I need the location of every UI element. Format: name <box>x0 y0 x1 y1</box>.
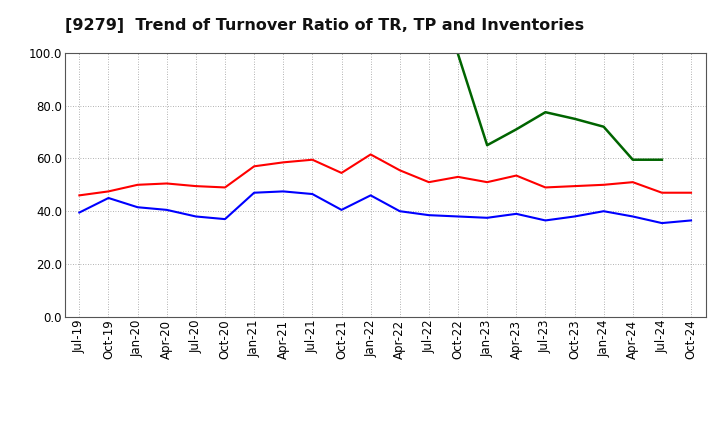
Trade Receivables <box>220 185 229 190</box>
Trade Receivables <box>395 168 404 173</box>
Inventories <box>657 157 666 162</box>
Trade Payables <box>395 209 404 214</box>
Trade Receivables <box>629 180 637 185</box>
Trade Receivables <box>308 157 317 162</box>
Trade Payables <box>629 214 637 219</box>
Line: Trade Receivables: Trade Receivables <box>79 154 691 195</box>
Inventories <box>454 51 462 57</box>
Trade Payables <box>220 216 229 222</box>
Trade Payables <box>366 193 375 198</box>
Trade Payables <box>337 207 346 213</box>
Trade Receivables <box>454 174 462 180</box>
Trade Payables <box>308 191 317 197</box>
Inventories <box>512 127 521 132</box>
Trade Payables <box>687 218 696 223</box>
Trade Receivables <box>133 182 142 187</box>
Line: Inventories: Inventories <box>458 54 662 160</box>
Trade Receivables <box>512 173 521 178</box>
Text: [9279]  Trend of Turnover Ratio of TR, TP and Inventories: [9279] Trend of Turnover Ratio of TR, TP… <box>65 18 584 33</box>
Trade Payables <box>483 215 492 220</box>
Trade Payables <box>192 214 200 219</box>
Trade Payables <box>133 205 142 210</box>
Trade Payables <box>657 220 666 226</box>
Trade Receivables <box>599 182 608 187</box>
Trade Receivables <box>570 183 579 189</box>
Trade Payables <box>570 214 579 219</box>
Trade Receivables <box>279 160 287 165</box>
Trade Receivables <box>104 189 113 194</box>
Inventories <box>541 110 550 115</box>
Trade Payables <box>104 195 113 201</box>
Trade Receivables <box>192 183 200 189</box>
Trade Payables <box>425 213 433 218</box>
Inventories <box>629 157 637 162</box>
Trade Receivables <box>75 193 84 198</box>
Trade Receivables <box>425 180 433 185</box>
Trade Payables <box>541 218 550 223</box>
Trade Payables <box>250 190 258 195</box>
Trade Payables <box>163 207 171 213</box>
Trade Payables <box>454 214 462 219</box>
Inventories <box>599 124 608 129</box>
Trade Payables <box>512 211 521 216</box>
Trade Receivables <box>366 152 375 157</box>
Trade Payables <box>599 209 608 214</box>
Trade Receivables <box>337 170 346 176</box>
Trade Receivables <box>657 190 666 195</box>
Trade Payables <box>75 210 84 215</box>
Trade Payables <box>279 189 287 194</box>
Trade Receivables <box>483 180 492 185</box>
Line: Trade Payables: Trade Payables <box>79 191 691 223</box>
Inventories <box>483 143 492 148</box>
Inventories <box>570 116 579 121</box>
Trade Receivables <box>687 190 696 195</box>
Trade Receivables <box>541 185 550 190</box>
Trade Receivables <box>250 164 258 169</box>
Trade Receivables <box>163 181 171 186</box>
